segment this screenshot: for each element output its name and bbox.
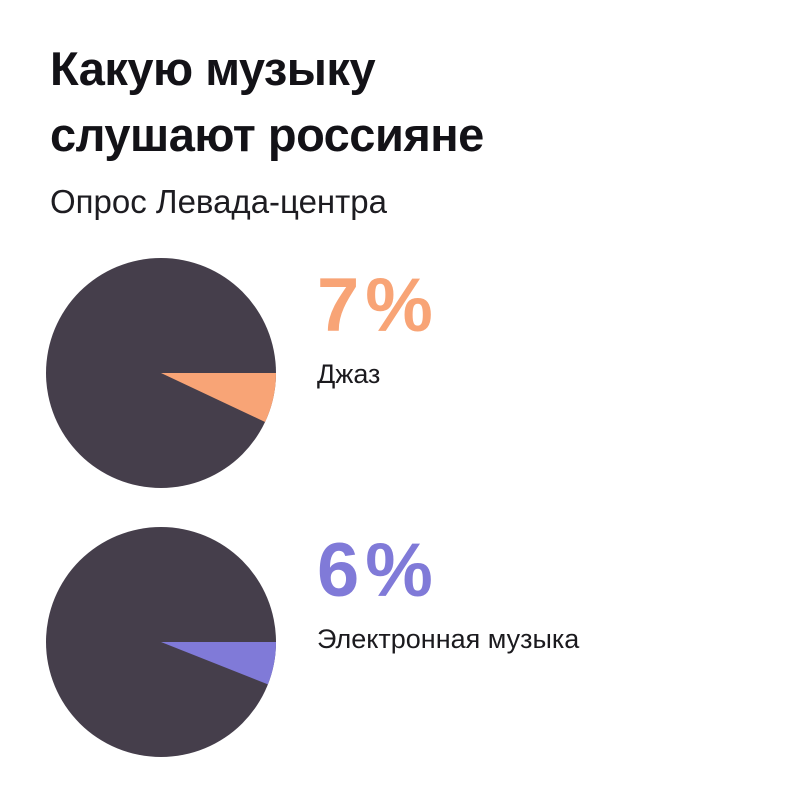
slice-label-jazz: Джаз bbox=[317, 359, 381, 389]
percent-sign-jazz: % bbox=[365, 263, 433, 348]
chart-row-jazz: 7% Джаз bbox=[46, 258, 756, 488]
page-title: Какую музыку слушают россияне bbox=[50, 36, 484, 168]
pie-chart-jazz bbox=[46, 258, 276, 488]
slice-label-electronic: Электронная музыка bbox=[317, 624, 580, 654]
callout-electronic: 6% Электронная музыка bbox=[317, 533, 747, 655]
percent-number-electronic: 6 bbox=[317, 528, 359, 613]
percent-value-jazz: 7% bbox=[317, 268, 747, 344]
title-line-1: Какую музыку bbox=[50, 42, 376, 95]
pie-chart-electronic bbox=[46, 527, 276, 757]
percent-sign-electronic: % bbox=[365, 528, 433, 613]
title-line-2: слушают россияне bbox=[50, 108, 484, 161]
percent-value-electronic: 6% bbox=[317, 533, 747, 609]
percent-number-jazz: 7 bbox=[317, 263, 359, 348]
page-subtitle: Опрос Левада-центра bbox=[50, 183, 387, 220]
chart-row-electronic: 6% Электронная музыка bbox=[46, 527, 756, 757]
callout-jazz: 7% Джаз bbox=[317, 268, 747, 390]
